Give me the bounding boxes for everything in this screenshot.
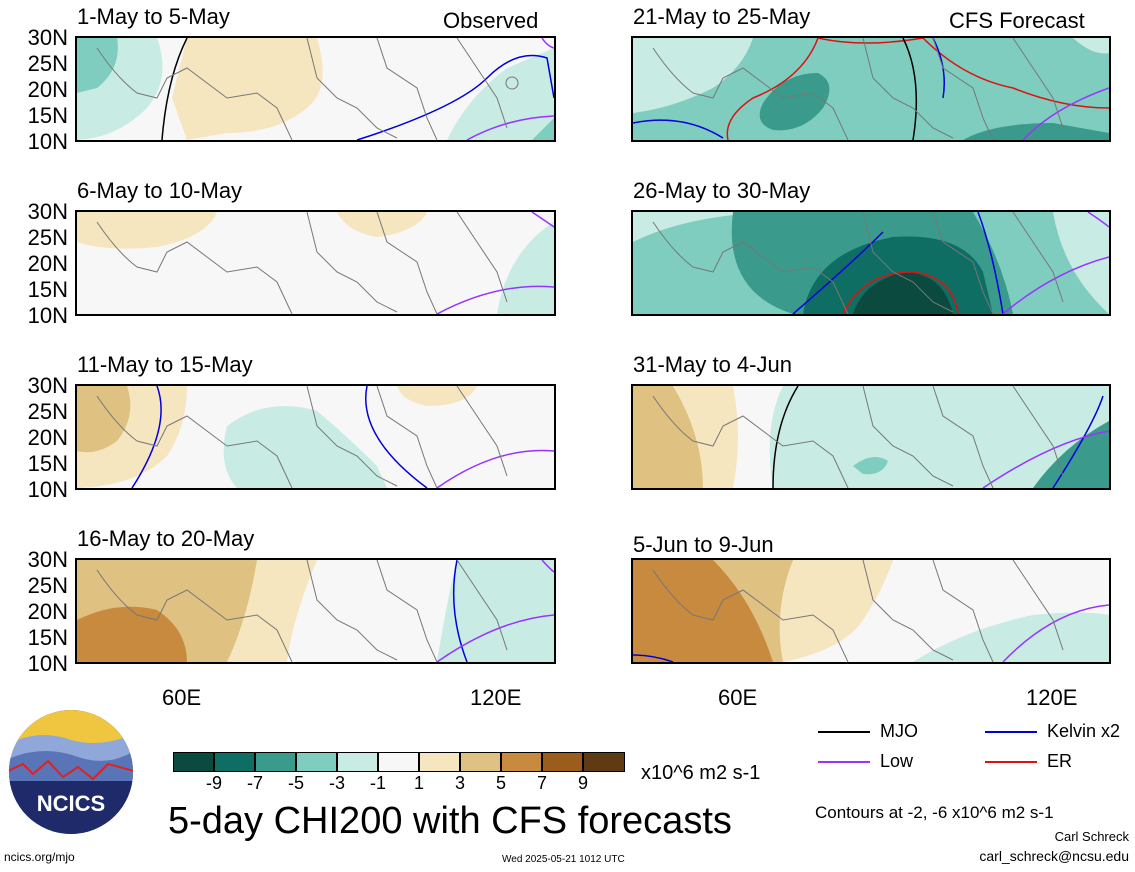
- colorbar-swatch: [337, 752, 378, 772]
- ncics-logo: NCICS: [8, 709, 134, 835]
- legend-mjo-label: MJO: [880, 721, 918, 741]
- lat-label: 30N: [27, 199, 68, 224]
- lon-label-60e-right: 60E: [718, 685, 758, 710]
- lon-label-120e-right: 120E: [1026, 685, 1078, 710]
- legend-low-label: Low: [880, 751, 914, 771]
- observed-label: Observed: [443, 8, 539, 33]
- colorbar-swatch: [460, 752, 501, 772]
- lat-label: 10N: [27, 303, 68, 328]
- figure-title: 5-day CHI200 with CFS forecasts: [168, 800, 732, 842]
- colorbar-swatch: [583, 752, 625, 772]
- legend-er-label: ER: [1047, 751, 1073, 771]
- lon-label-120e-left: 120E: [470, 685, 522, 710]
- panel-7-title: 16-May to 20-May: [77, 526, 255, 551]
- colorbar-label: -5: [287, 773, 304, 793]
- panel-2-title: 21-May to 25-May: [633, 4, 811, 29]
- lat-label: 25N: [27, 573, 68, 598]
- colorbar-swatch: [296, 752, 337, 772]
- colorbar-label: 3: [454, 773, 465, 793]
- lon-label-60e-left: 60E: [162, 685, 202, 710]
- panel-8-title: 5-Jun to 9-Jun: [633, 532, 774, 557]
- panel-4-title: 26-May to 30-May: [633, 178, 811, 203]
- colorbar-swatch: [378, 752, 419, 772]
- lat-label: 30N: [27, 25, 68, 50]
- map-panel-4: [631, 210, 1111, 316]
- legend-kelvin-label: Kelvin x2: [1047, 721, 1121, 741]
- panel-5-title: 11-May to 15-May: [77, 352, 253, 377]
- logo-text: NCICS: [37, 791, 105, 816]
- colorbar-label: -1: [369, 773, 386, 793]
- panel-1-title: 1-May to 5-May: [77, 4, 230, 29]
- colorbar-swatch: [542, 752, 583, 772]
- colorbar-label: 1: [413, 773, 424, 793]
- lat-label: 20N: [27, 425, 68, 450]
- lat-label: 25N: [27, 399, 68, 424]
- colorbar-label: -3: [328, 773, 345, 793]
- cfs-forecast-label: CFS Forecast: [949, 8, 1085, 33]
- colorbar-label: 9: [577, 773, 588, 793]
- author-name: Carl Schreck: [1054, 829, 1129, 844]
- panel-6-title: 31-May to 4-Jun: [633, 352, 792, 377]
- legend-kelvin-line: [985, 731, 1037, 733]
- colorbar-swatch: [419, 752, 460, 772]
- map-panel-5: [75, 384, 556, 490]
- map-panel-3: [75, 210, 556, 316]
- lat-label: 20N: [27, 599, 68, 624]
- website-link[interactable]: ncics.org/mjo: [4, 850, 75, 864]
- colorbar-swatch: [501, 752, 542, 772]
- lat-label: 10N: [27, 477, 68, 502]
- lat-label: 25N: [27, 51, 68, 76]
- colorbar-label: -9: [205, 773, 222, 793]
- map-panel-1: [75, 36, 556, 142]
- colorbar-label: -7: [246, 773, 263, 793]
- lat-label: 25N: [27, 225, 68, 250]
- map-panel-7: [75, 558, 556, 664]
- lat-label: 20N: [27, 251, 68, 276]
- colorbar-label: 5: [495, 773, 506, 793]
- timestamp: Wed 2025-05-21 1012 UTC: [502, 854, 625, 865]
- lat-label: 30N: [27, 547, 68, 572]
- lat-label: 20N: [27, 77, 68, 102]
- legend-er-line: [985, 761, 1037, 763]
- colorbar-label: 7: [536, 773, 547, 793]
- map-panel-8: [631, 558, 1111, 664]
- lat-label: 30N: [27, 373, 68, 398]
- contours-note: Contours at -2, -6 x10^6 m2 s-1: [815, 803, 1054, 822]
- map-panel-6: [631, 384, 1111, 490]
- colorbar-units: x10^6 m2 s-1: [641, 762, 761, 784]
- colorbar-swatch: [173, 752, 214, 772]
- author-email[interactable]: carl_schreck@ncsu.edu: [979, 848, 1129, 864]
- panel-3-title: 6-May to 10-May: [77, 178, 243, 203]
- lat-label: 15N: [27, 103, 68, 128]
- legend-low-line: [818, 761, 870, 763]
- lat-label: 10N: [27, 651, 68, 676]
- map-panel-2: [631, 36, 1111, 142]
- lat-label: 15N: [27, 451, 68, 476]
- legend-mjo-line: [818, 731, 870, 733]
- lat-label: 10N: [27, 129, 68, 154]
- colorbar-swatch: [214, 752, 255, 772]
- colorbar-swatch: [255, 752, 296, 772]
- lat-label: 15N: [27, 277, 68, 302]
- lat-label: 15N: [27, 625, 68, 650]
